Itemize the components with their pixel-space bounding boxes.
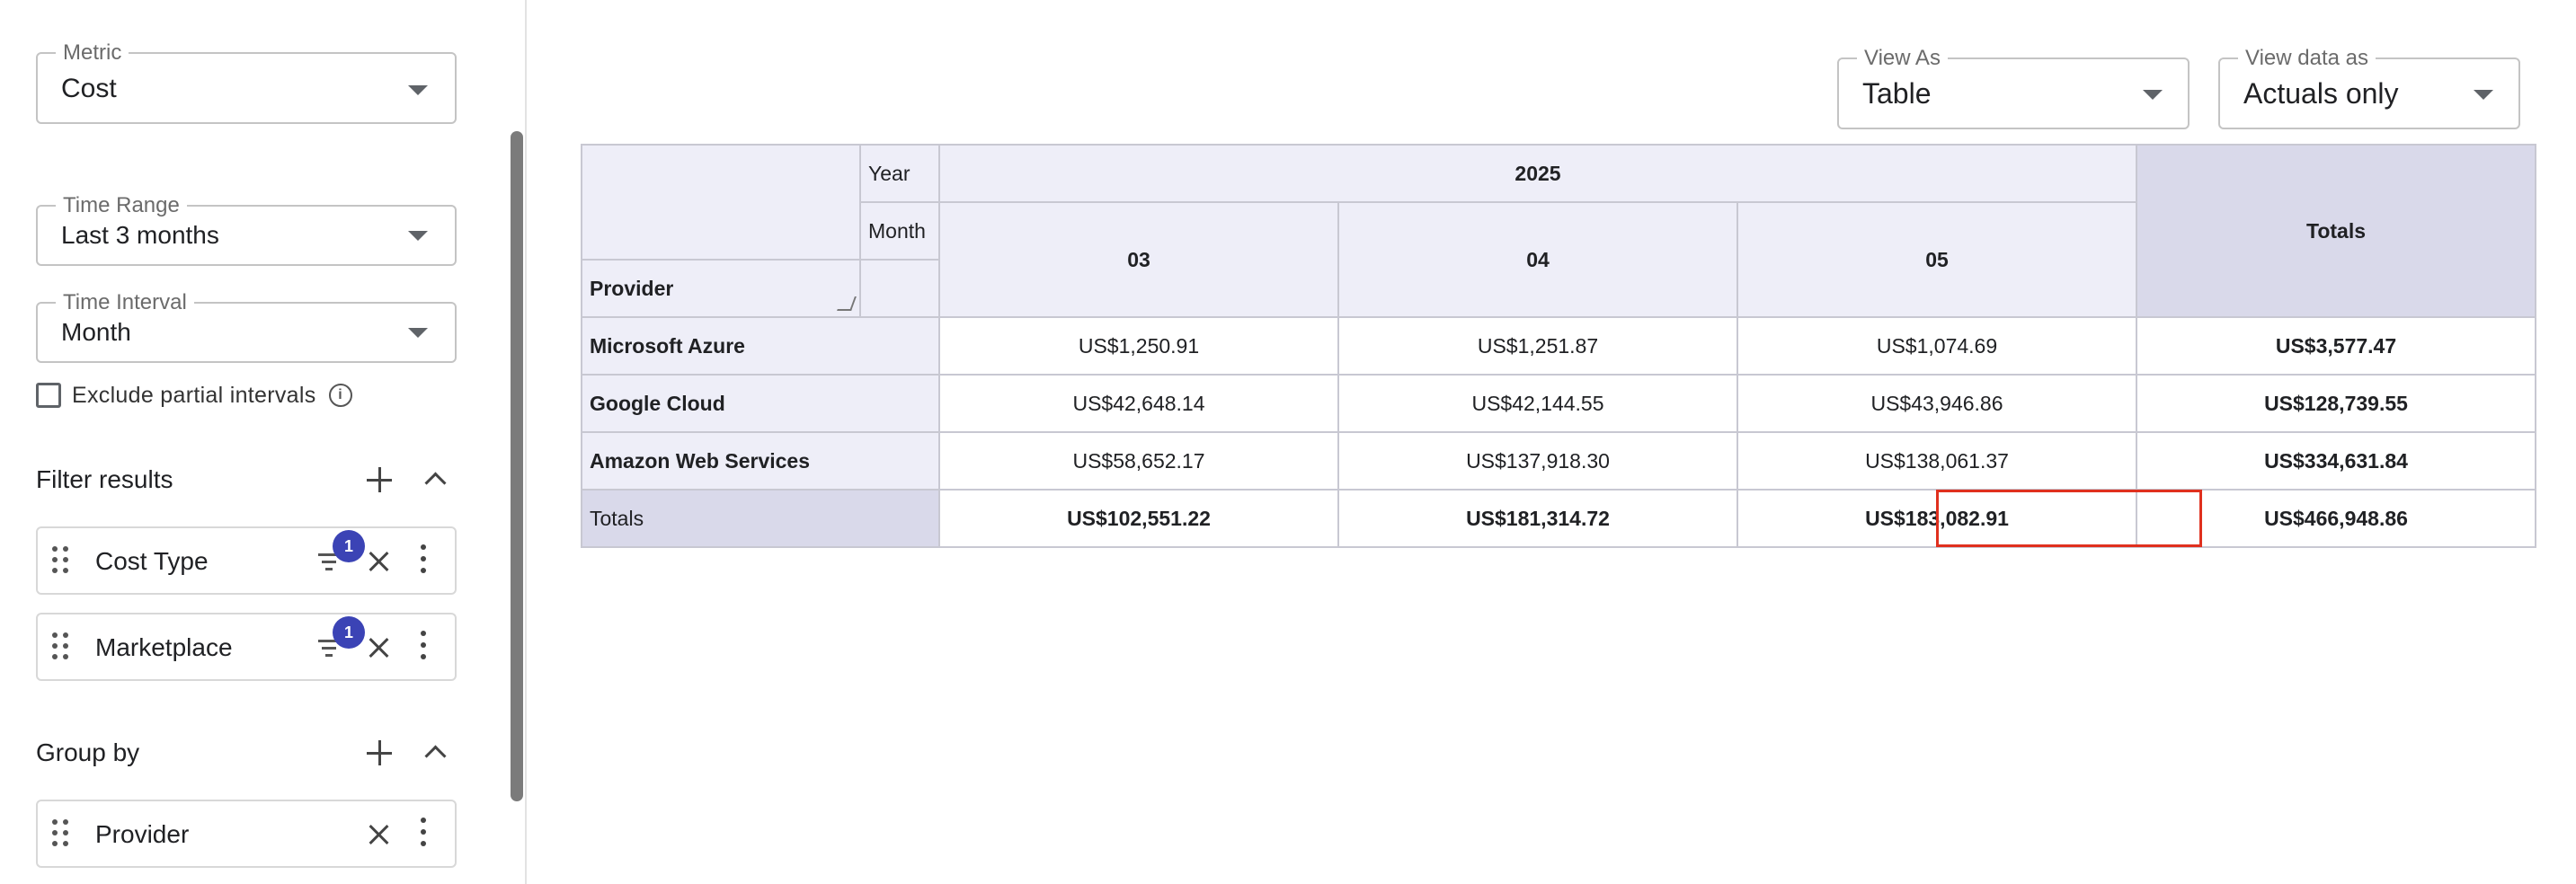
row-label[interactable]: Microsoft Azure bbox=[581, 316, 940, 376]
add-group-icon[interactable] bbox=[361, 735, 397, 771]
collapse-filters-icon[interactable] bbox=[417, 462, 453, 498]
view-as-value: Table bbox=[1862, 77, 1932, 110]
metric-select-label: Metric bbox=[56, 41, 129, 65]
metric-select-value: Cost bbox=[61, 74, 117, 103]
filter-chip-marketplace[interactable]: Marketplace 1 bbox=[36, 613, 457, 681]
filter-chip-label: Cost Type bbox=[95, 547, 209, 575]
filter-chip-label: Marketplace bbox=[95, 633, 233, 661]
time-range-select-value: Last 3 months bbox=[61, 221, 219, 249]
time-interval-select[interactable]: Time Interval Month bbox=[36, 291, 457, 363]
chevron-down-icon bbox=[2474, 90, 2493, 100]
column-total-cell[interactable]: US$102,551.22 bbox=[938, 489, 1339, 548]
value-cell[interactable]: US$42,648.14 bbox=[938, 374, 1339, 433]
filter-count-badge: 1 bbox=[333, 616, 365, 649]
exclude-partial-intervals-label: Exclude partial intervals bbox=[72, 382, 316, 408]
header-row-provider: Provider bbox=[581, 259, 2536, 318]
provider-axis-label-text: Provider bbox=[590, 276, 674, 300]
drag-handle-icon[interactable] bbox=[52, 819, 68, 850]
view-data-as-value: Actuals only bbox=[2243, 77, 2399, 110]
close-icon[interactable] bbox=[363, 819, 394, 850]
pivot-table: Year 2025 Totals Month 03 04 05 Provider… bbox=[581, 144, 2536, 548]
header-row-year: Year 2025 Totals bbox=[581, 144, 2536, 318]
chevron-down-icon bbox=[408, 231, 428, 241]
row-label[interactable]: Amazon Web Services bbox=[581, 431, 940, 491]
chevron-down-icon bbox=[408, 328, 428, 338]
filter-count-badge: 1 bbox=[333, 530, 365, 562]
month-axis-label: Month bbox=[859, 201, 940, 261]
year-header[interactable]: 2025 bbox=[938, 144, 2137, 203]
info-icon[interactable]: i bbox=[328, 384, 352, 407]
view-data-as-label: View data as bbox=[2238, 47, 2376, 70]
view-data-as-select[interactable]: View data as Actuals only bbox=[2218, 47, 2520, 129]
table-row: Google Cloud US$42,648.14 US$42,144.55 U… bbox=[581, 374, 2536, 433]
month-header[interactable]: 05 bbox=[1737, 201, 2137, 318]
value-cell[interactable]: US$58,652.17 bbox=[938, 431, 1339, 491]
more-vert-icon[interactable] bbox=[419, 544, 428, 579]
filter-icon[interactable] bbox=[318, 636, 345, 663]
column-total-cell[interactable]: US$181,314.72 bbox=[1337, 489, 1738, 548]
group-chip-provider[interactable]: Provider bbox=[36, 800, 457, 868]
group-by-title: Group by bbox=[36, 738, 140, 766]
value-cell[interactable]: US$137,918.30 bbox=[1337, 431, 1738, 491]
row-total-cell[interactable]: US$128,739.55 bbox=[2136, 374, 2536, 433]
resize-handle-icon[interactable] bbox=[837, 296, 857, 311]
filter-icon[interactable] bbox=[318, 550, 345, 577]
close-icon[interactable] bbox=[363, 546, 394, 577]
table-row: Microsoft Azure US$1,250.91 US$1,251.87 … bbox=[581, 316, 2536, 376]
time-range-select-label: Time Range bbox=[56, 194, 187, 217]
highlighted-cell-outline bbox=[1936, 490, 2202, 547]
value-cell[interactable]: US$42,144.55 bbox=[1337, 374, 1738, 433]
value-cell[interactable]: US$138,061.37 bbox=[1737, 431, 2137, 491]
value-cell[interactable]: US$43,946.86 bbox=[1737, 374, 2137, 433]
grand-total-cell[interactable]: US$466,948.86 bbox=[2136, 489, 2536, 548]
row-total-cell[interactable]: US$334,631.84 bbox=[2136, 431, 2536, 491]
group-by-header: Group by bbox=[36, 735, 457, 771]
sidebar: Metric Cost Time Range Last 3 months Tim… bbox=[0, 0, 527, 884]
collapse-group-by-icon[interactable] bbox=[417, 735, 453, 771]
drag-handle-icon[interactable] bbox=[52, 632, 68, 663]
main-content: View As Table View data as Actuals only … bbox=[529, 0, 2576, 884]
filter-results-header: Filter results bbox=[36, 462, 457, 498]
month-header[interactable]: 04 bbox=[1337, 201, 1738, 318]
filter-results-title: Filter results bbox=[36, 465, 173, 493]
view-as-select[interactable]: View As Table bbox=[1837, 47, 2190, 129]
year-axis-label: Year bbox=[859, 144, 940, 203]
close-icon[interactable] bbox=[363, 632, 394, 663]
metric-select[interactable]: Metric Cost bbox=[36, 41, 457, 124]
value-cell[interactable]: US$1,074.69 bbox=[1737, 316, 2137, 376]
row-total-cell[interactable]: US$3,577.47 bbox=[2136, 316, 2536, 376]
sidebar-scrollbar[interactable] bbox=[511, 131, 523, 801]
more-vert-icon[interactable] bbox=[419, 631, 428, 665]
corner-cell bbox=[581, 144, 861, 261]
value-cell[interactable]: US$1,251.87 bbox=[1337, 316, 1738, 376]
group-chip-label: Provider bbox=[95, 820, 190, 848]
exclude-partial-intervals-checkbox[interactable] bbox=[36, 383, 61, 408]
empty-header-cell bbox=[859, 259, 940, 318]
provider-axis-label[interactable]: Provider bbox=[581, 259, 861, 318]
chevron-down-icon bbox=[408, 85, 428, 95]
time-range-select[interactable]: Time Range Last 3 months bbox=[36, 194, 457, 266]
value-cell[interactable]: US$1,250.91 bbox=[938, 316, 1339, 376]
time-interval-select-label: Time Interval bbox=[56, 291, 194, 314]
month-header[interactable]: 03 bbox=[938, 201, 1339, 318]
chevron-down-icon bbox=[2143, 90, 2163, 100]
add-filter-icon[interactable] bbox=[361, 462, 397, 498]
table-row: Amazon Web Services US$58,652.17 US$137,… bbox=[581, 431, 2536, 491]
time-interval-select-value: Month bbox=[61, 318, 131, 346]
totals-row: Totals US$102,551.22 US$181,314.72 US$18… bbox=[581, 489, 2536, 548]
drag-handle-icon[interactable] bbox=[52, 546, 68, 577]
view-as-label: View As bbox=[1857, 47, 1948, 70]
totals-row-label[interactable]: Totals bbox=[581, 489, 940, 548]
totals-column-header[interactable]: Totals bbox=[2136, 144, 2536, 318]
exclude-partial-intervals-row: Exclude partial intervals i bbox=[36, 379, 352, 411]
filter-chip-cost-type[interactable]: Cost Type 1 bbox=[36, 526, 457, 595]
header-row-month: Month 03 04 05 bbox=[582, 201, 2536, 318]
more-vert-icon[interactable] bbox=[419, 818, 428, 852]
row-label[interactable]: Google Cloud bbox=[581, 374, 940, 433]
